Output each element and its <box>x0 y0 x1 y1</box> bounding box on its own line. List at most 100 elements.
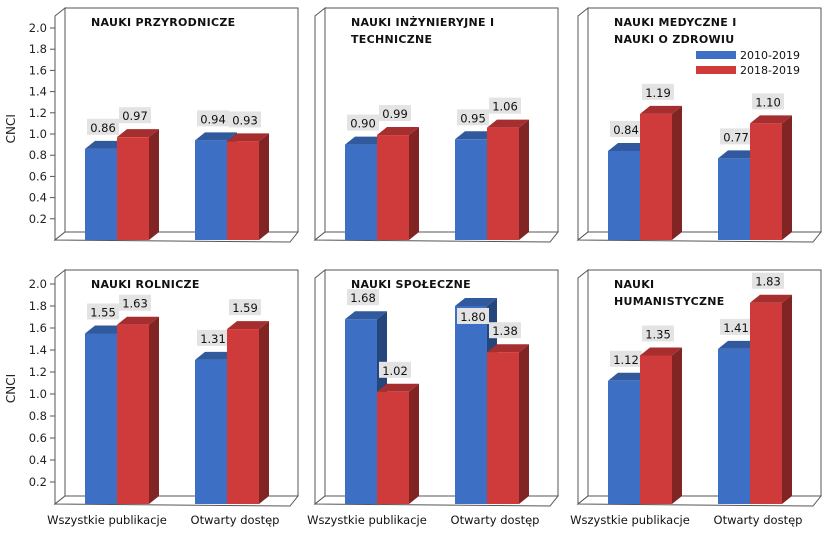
panel-side-wall <box>54 6 66 242</box>
data-label-bg <box>752 93 784 110</box>
bar <box>455 306 487 504</box>
bar <box>718 158 750 240</box>
y-tick-label: 1.8 <box>29 299 47 313</box>
bar-top <box>608 372 650 381</box>
bar <box>750 302 782 504</box>
y-tick-label: 0.2 <box>29 475 47 489</box>
bar-side <box>782 294 792 504</box>
legend-swatch <box>696 66 736 74</box>
x-tick-label: Otwarty dostęp <box>451 513 540 527</box>
bar-top <box>487 119 529 128</box>
bar <box>750 123 782 240</box>
data-label: 1.38 <box>492 324 518 338</box>
data-label: 0.90 <box>350 117 376 131</box>
bar-side <box>519 344 529 504</box>
data-label-bg <box>379 105 411 122</box>
bar <box>227 141 259 240</box>
x-tick-label: Wszystkie publikacje <box>570 513 690 527</box>
data-label-bg <box>379 361 411 378</box>
legend-label: 2018-2019 <box>740 64 800 77</box>
panel-title: NAUKI INŻYNIERYJNE I <box>351 15 494 29</box>
y-tick-label: 0.6 <box>29 431 47 445</box>
bar <box>117 324 149 504</box>
data-label-bg <box>489 322 521 339</box>
bar-side <box>672 347 682 504</box>
bar-top <box>117 129 159 138</box>
x-tick-label: Wszystkie publikacje <box>47 513 167 527</box>
y-tick-label: 1.0 <box>29 127 47 141</box>
data-label: 1.06 <box>492 100 518 114</box>
y-tick-label: 0.4 <box>29 453 47 467</box>
bar-top <box>377 383 419 392</box>
panel-side-wall <box>314 268 326 506</box>
data-label-bg <box>229 299 261 316</box>
bar-top <box>718 150 760 159</box>
data-label: 1.10 <box>755 95 781 109</box>
bar <box>195 140 227 240</box>
bar-top <box>718 340 760 349</box>
data-label-bg <box>119 294 151 311</box>
bar-side <box>259 133 269 240</box>
panel-side-wall <box>314 6 326 242</box>
bar <box>85 148 117 240</box>
panel-side-wall <box>577 268 589 506</box>
data-label: 1.55 <box>90 306 116 320</box>
bar <box>117 137 149 240</box>
data-label: 0.77 <box>723 130 749 144</box>
data-label: 0.93 <box>232 113 258 127</box>
bar-top <box>750 294 792 303</box>
bar <box>377 391 409 504</box>
bar-side <box>149 316 159 504</box>
x-tick-label: Otwarty dostęp <box>714 513 803 527</box>
chart-panel: 2.0 1.8 1.6 1.4 1.2 1.0 0.8 0.6 0.4 0.2 CNCI NAUKI … <box>4 268 300 527</box>
data-label: 1.02 <box>382 364 408 378</box>
data-label-bg <box>610 120 642 137</box>
bar <box>608 380 640 504</box>
bar-top <box>195 351 237 360</box>
bar <box>345 319 377 504</box>
y-tick-label: 0.4 <box>29 191 47 205</box>
data-label-bg <box>347 114 379 131</box>
data-label-bg <box>720 128 752 145</box>
bar <box>455 139 487 240</box>
y-axis-label: CNCI <box>4 114 18 143</box>
data-label: 1.59 <box>232 301 258 315</box>
chart-panel: NAUKI MEDYCZNE I NAUKI O ZDROWIU 2010-2019… <box>576 6 822 243</box>
bar-top <box>640 105 682 114</box>
data-label-bg <box>642 325 674 342</box>
panel-side-wall <box>577 6 589 242</box>
y-tick-label: 2.0 <box>29 277 47 291</box>
panel-title: HUMANISTYCZNE <box>614 295 725 308</box>
y-tick-label: 0.2 <box>29 212 47 226</box>
data-label-bg <box>197 329 229 346</box>
data-label: 0.97 <box>122 109 148 123</box>
bar <box>640 113 672 240</box>
bar-side <box>409 383 419 504</box>
bar-top <box>487 344 529 353</box>
bar-side <box>519 119 529 240</box>
chart-panel: NAUKI INŻYNIERYJNE I TECHNICZNE 0.90 0.99 0.… <box>313 6 560 243</box>
data-label-bg <box>229 111 261 128</box>
y-tick-label: 1.4 <box>29 343 47 357</box>
bar-side <box>672 105 682 240</box>
bar <box>377 135 409 240</box>
data-label-bg <box>119 107 151 124</box>
data-label: 1.19 <box>645 86 671 100</box>
bar-top <box>608 142 650 151</box>
data-label: 0.95 <box>460 111 486 125</box>
bar-top <box>345 311 387 320</box>
panel-side-wall <box>54 268 66 506</box>
data-label-bg <box>642 83 674 100</box>
y-tick-label: 1.6 <box>29 321 47 335</box>
panel-title: NAUKI <box>614 278 654 291</box>
bar-top <box>345 136 387 145</box>
bar-side <box>782 115 792 240</box>
bar-side <box>259 321 269 504</box>
y-tick-label: 1.0 <box>29 387 47 401</box>
bar <box>718 348 750 504</box>
data-label: 1.31 <box>200 332 226 346</box>
bar-top <box>455 131 497 140</box>
panel-title: NAUKI ROLNICZE <box>91 278 200 291</box>
